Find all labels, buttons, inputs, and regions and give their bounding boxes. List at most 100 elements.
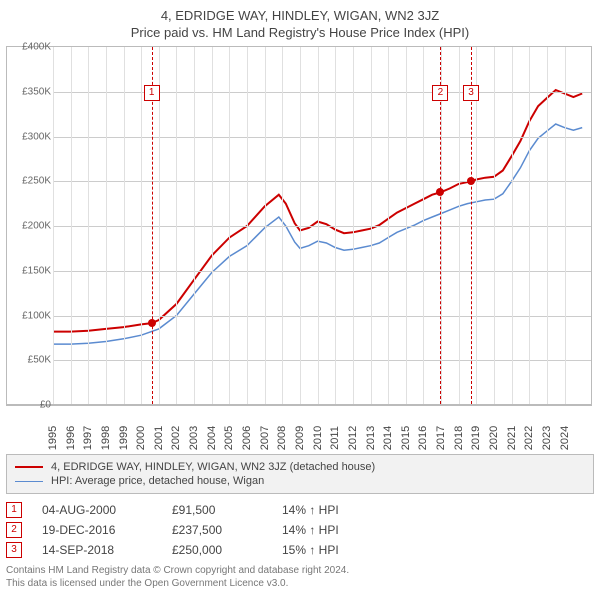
transaction-index: 1	[6, 502, 22, 518]
transaction-price: £91,500	[172, 503, 282, 517]
transaction-row: 3 14-SEP-2018£250,00015% ↑ HPI	[6, 542, 594, 558]
x-grid-line	[494, 47, 495, 404]
y-grid-line	[53, 137, 591, 138]
x-axis-label: 2019	[470, 426, 482, 450]
chart-subtitle: Price paid vs. HM Land Registry's House …	[6, 25, 594, 40]
x-grid-line	[71, 47, 72, 404]
x-axis-label: 2016	[417, 426, 429, 450]
x-axis-label: 2018	[453, 426, 465, 450]
y-grid-line	[53, 316, 591, 317]
x-grid-line	[565, 47, 566, 404]
legend-swatch	[15, 481, 43, 482]
legend-item: HPI: Average price, detached house, Wiga…	[15, 475, 585, 487]
x-grid-line	[547, 47, 548, 404]
x-grid-line	[212, 47, 213, 404]
transaction-date: 04-AUG-2000	[42, 503, 172, 517]
x-grid-line	[529, 47, 530, 404]
y-grid-line	[53, 92, 591, 93]
y-axis-label: £50K	[11, 355, 51, 366]
x-axis-label: 2024	[559, 426, 571, 450]
y-grid-line	[53, 181, 591, 182]
x-grid-line	[512, 47, 513, 404]
x-grid-line	[106, 47, 107, 404]
footer-line-1: Contains HM Land Registry data © Crown c…	[6, 564, 594, 577]
legend-label: 4, EDRIDGE WAY, HINDLEY, WIGAN, WN2 3JZ …	[51, 461, 375, 473]
x-axis-label: 2017	[435, 426, 447, 450]
x-grid-line	[247, 47, 248, 404]
transactions-table: 104-AUG-2000£91,50014% ↑ HPI219-DEC-2016…	[6, 502, 594, 558]
x-axis-label: 1998	[100, 426, 112, 450]
transaction-pct: 14% ↑ HPI	[282, 503, 372, 517]
chart-legend: 4, EDRIDGE WAY, HINDLEY, WIGAN, WN2 3JZ …	[6, 454, 594, 494]
x-axis-label: 2021	[506, 426, 518, 450]
x-grid-line	[88, 47, 89, 404]
y-axis-label: £0	[11, 400, 51, 411]
x-axis-label: 1999	[118, 426, 130, 450]
y-axis-label: £200K	[11, 221, 51, 232]
x-axis-label: 2005	[223, 426, 235, 450]
y-axis-label: £250K	[11, 176, 51, 187]
x-axis-label: 2011	[329, 426, 341, 450]
transaction-price: £237,500	[172, 523, 282, 537]
x-axis-label: 2002	[170, 426, 182, 450]
x-grid-line	[459, 47, 460, 404]
marker-box: 3	[463, 85, 479, 101]
x-axis-label: 2013	[365, 426, 377, 450]
x-axis-label: 1997	[82, 426, 94, 450]
y-axis-label: £150K	[11, 265, 51, 276]
x-grid-line	[141, 47, 142, 404]
x-axis-label: 2009	[294, 426, 306, 450]
x-grid-line	[406, 47, 407, 404]
footer-line-2: This data is licensed under the Open Gov…	[6, 577, 594, 590]
x-grid-line	[282, 47, 283, 404]
transaction-index: 2	[6, 522, 22, 538]
legend-item: 4, EDRIDGE WAY, HINDLEY, WIGAN, WN2 3JZ …	[15, 461, 585, 473]
x-grid-line	[300, 47, 301, 404]
x-axis-label: 2007	[259, 426, 271, 450]
transaction-pct: 14% ↑ HPI	[282, 523, 372, 537]
marker-box: 1	[144, 85, 160, 101]
x-grid-line	[388, 47, 389, 404]
marker-point	[436, 188, 444, 196]
x-grid-line	[53, 47, 54, 404]
marker-point	[148, 319, 156, 327]
x-grid-line	[265, 47, 266, 404]
x-axis-label: 2012	[347, 426, 359, 450]
x-grid-line	[318, 47, 319, 404]
y-grid-line	[53, 360, 591, 361]
x-axis-label: 2014	[382, 426, 394, 450]
x-axis-label: 2004	[206, 426, 218, 450]
y-grid-line	[53, 271, 591, 272]
x-axis-label: 2015	[400, 426, 412, 450]
x-axis-label: 2022	[523, 426, 535, 450]
x-grid-line	[371, 47, 372, 404]
footer-attribution: Contains HM Land Registry data © Crown c…	[6, 564, 594, 590]
x-axis-label: 2003	[188, 426, 200, 450]
legend-label: HPI: Average price, detached house, Wiga…	[51, 475, 264, 487]
y-axis-label: £350K	[11, 86, 51, 97]
x-grid-line	[423, 47, 424, 404]
x-axis-label: 2023	[541, 426, 553, 450]
y-grid-line	[53, 226, 591, 227]
x-axis-label: 2020	[488, 426, 500, 450]
x-axis-label: 1995	[47, 426, 59, 450]
transaction-index: 3	[6, 542, 22, 558]
x-axis-label: 2006	[241, 426, 253, 450]
transaction-pct: 15% ↑ HPI	[282, 543, 372, 557]
transaction-price: £250,000	[172, 543, 282, 557]
chart-title: 4, EDRIDGE WAY, HINDLEY, WIGAN, WN2 3JZ	[6, 8, 594, 23]
x-axis-label: 2008	[276, 426, 288, 450]
marker-box: 2	[432, 85, 448, 101]
transaction-date: 14-SEP-2018	[42, 543, 172, 557]
x-grid-line	[335, 47, 336, 404]
x-grid-line	[124, 47, 125, 404]
transaction-row: 1 04-AUG-2000£91,50014% ↑ HPI	[6, 502, 594, 518]
x-grid-line	[194, 47, 195, 404]
marker-point	[467, 177, 475, 185]
price-chart: £0£50K£100K£150K£200K£250K£300K£350K£400…	[6, 46, 592, 406]
x-axis-label: 1996	[65, 426, 77, 450]
legend-swatch	[15, 466, 43, 468]
x-grid-line	[229, 47, 230, 404]
x-axis-label: 2010	[312, 426, 324, 450]
y-axis-label: £400K	[11, 42, 51, 53]
